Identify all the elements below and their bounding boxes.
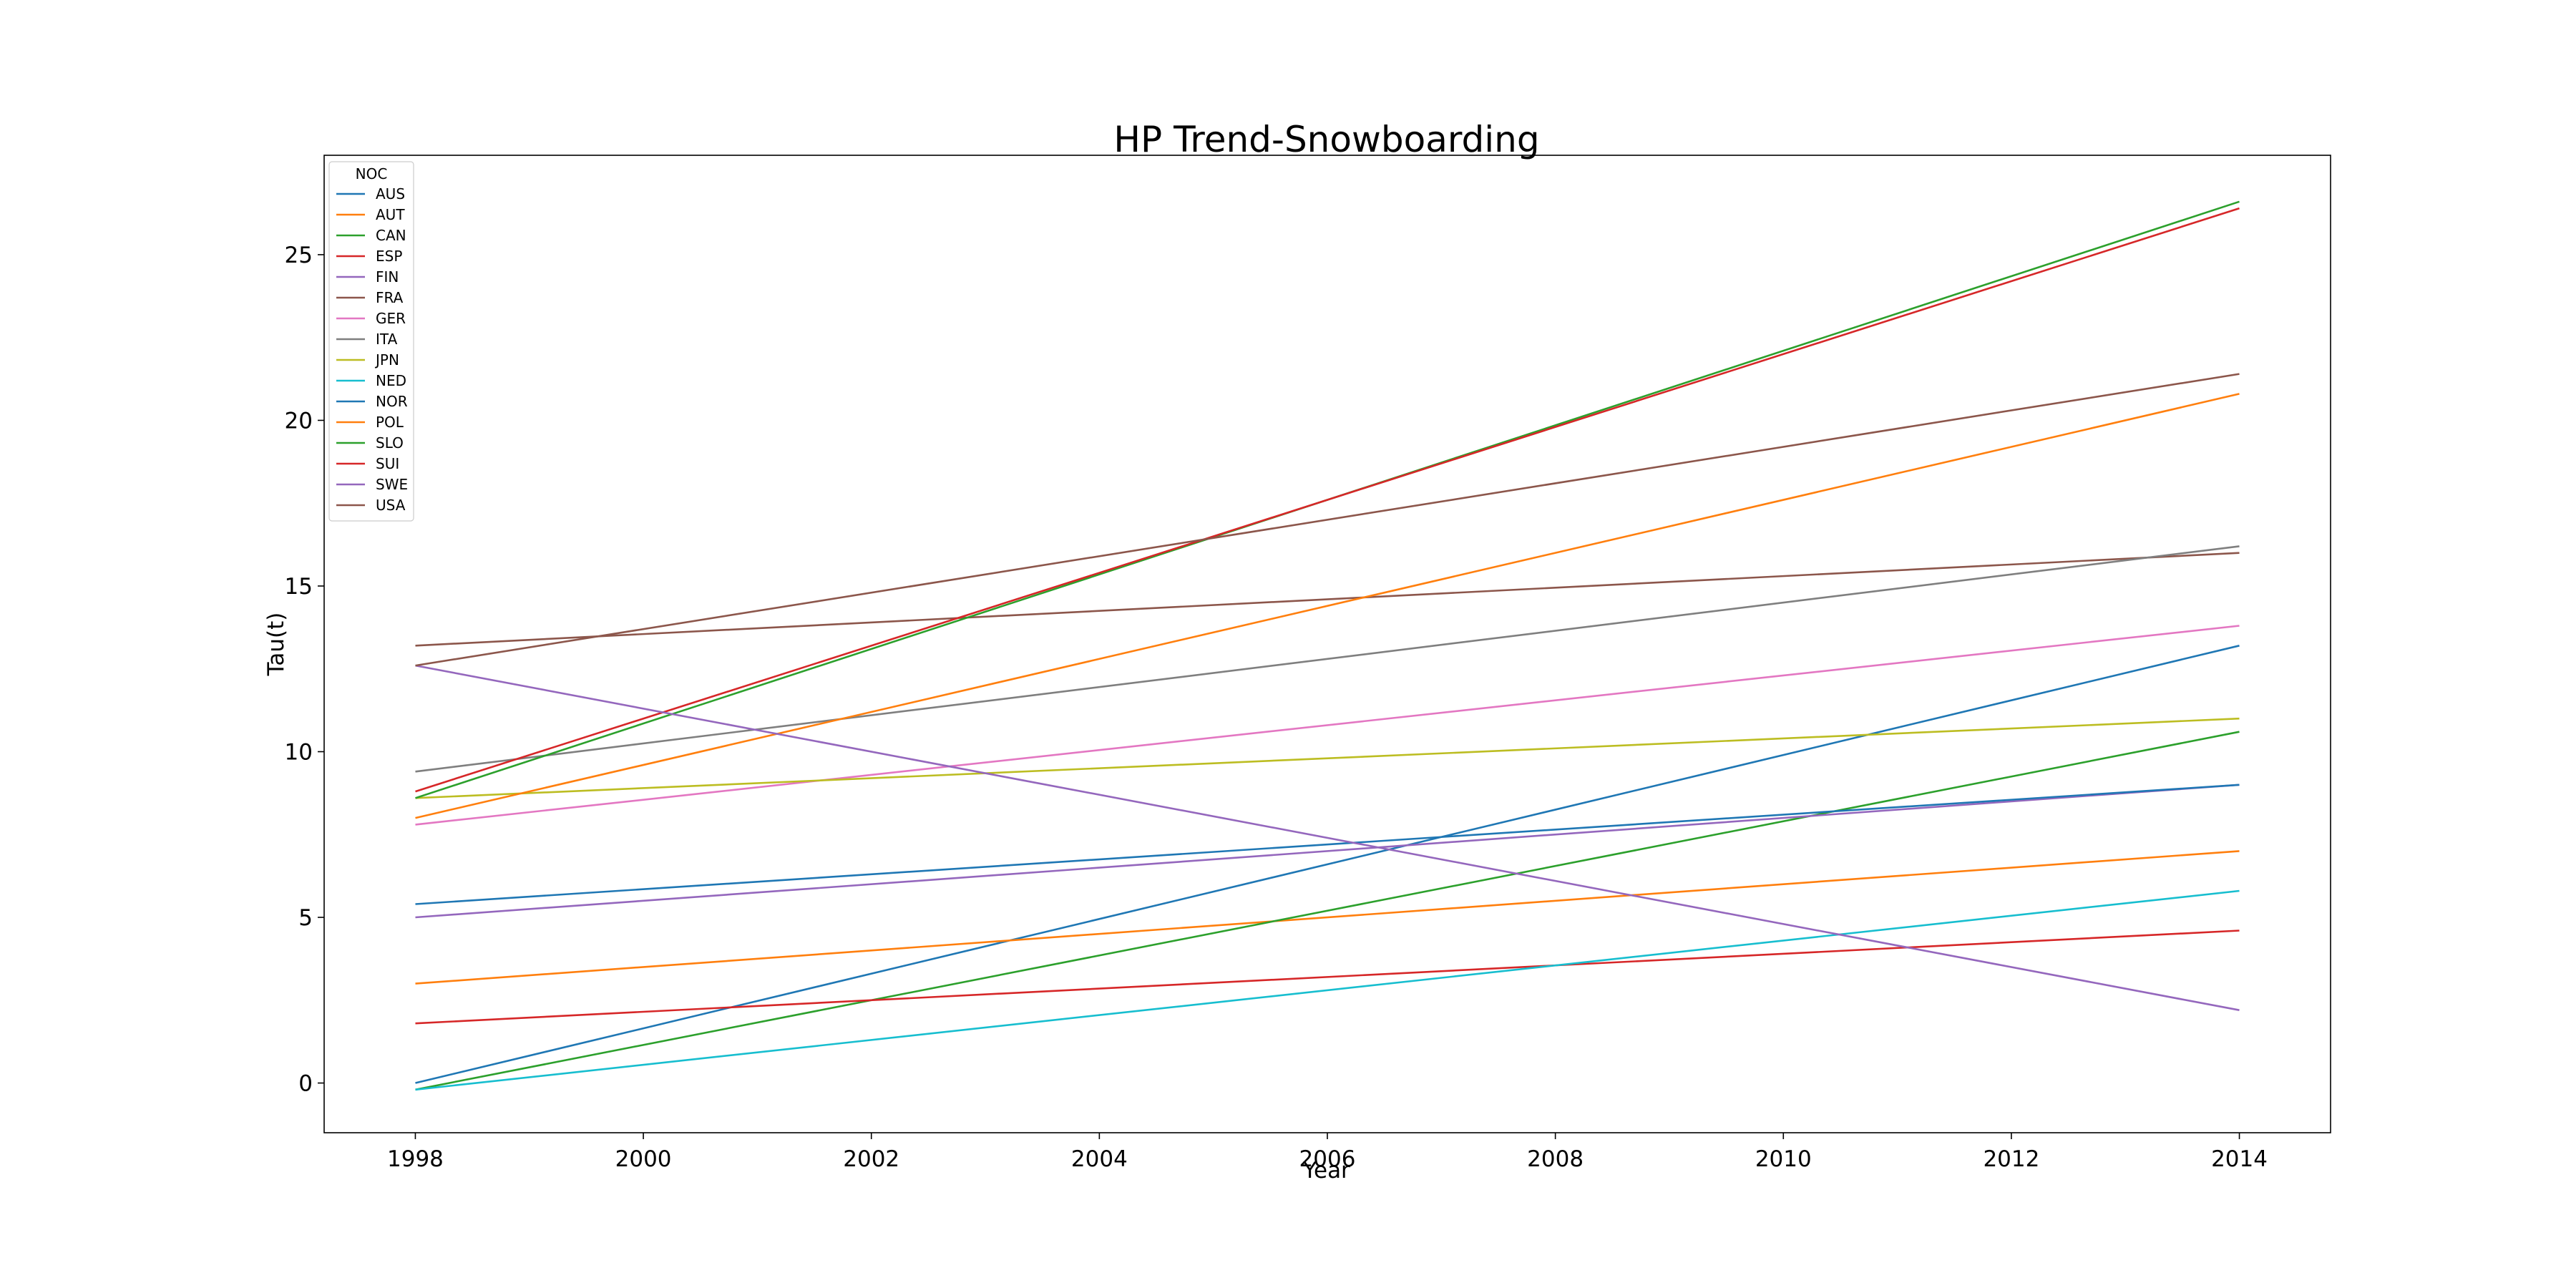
x-tick-label: 2008 xyxy=(1527,1146,1584,1172)
y-axis-label: Tau(t) xyxy=(263,613,289,677)
x-tick-label: 2006 xyxy=(1299,1146,1356,1172)
series-line-usa xyxy=(415,373,2240,667)
legend-label-aut: AUT xyxy=(376,206,405,223)
series-line-fin xyxy=(415,784,2240,919)
legend: NOC AUS AUT CAN ESP FIN FRA GER ITA JPN NED NOR POL… xyxy=(328,161,414,522)
legend-label-slo: SLO xyxy=(376,434,404,452)
series-line-nor xyxy=(415,784,2240,905)
y-tick-label: 5 xyxy=(298,905,313,931)
legend-label-esp: ESP xyxy=(376,248,402,265)
series-line-sui xyxy=(415,207,2240,793)
legend-label-aus: AUS xyxy=(376,185,405,203)
y-tick-label: 20 xyxy=(285,408,313,434)
chart-title: HP Trend-Snowboarding xyxy=(1113,119,1539,160)
plot-frame xyxy=(323,155,2331,1133)
series-line-ned xyxy=(415,889,2240,1091)
y-tick-label: 15 xyxy=(285,574,313,600)
y-axis: 0 5 10 15 20 25 xyxy=(285,243,324,1097)
legend-label-swe: SWE xyxy=(376,476,408,493)
y-tick-label: 10 xyxy=(285,739,313,765)
x-axis: 1998 2000 2002 2004 2006 2008 2010 2012 2014 xyxy=(387,1133,2268,1172)
legend-label-ned: NED xyxy=(376,372,406,389)
x-tick-label: 1998 xyxy=(387,1146,444,1172)
legend-label-sui: SUI xyxy=(376,455,399,472)
legend-label-pol: POL xyxy=(376,414,404,431)
x-tick-label: 2012 xyxy=(1983,1146,2039,1172)
legend-label-ger: GER xyxy=(376,310,406,327)
legend-label-usa: USA xyxy=(376,497,406,514)
y-tick-label: 0 xyxy=(298,1071,313,1097)
series-line-pol xyxy=(415,393,2240,819)
legend-entries: AUS AUT CAN ESP FIN FRA GER ITA JPN NED NOR POL SLO S… xyxy=(336,185,408,514)
legend-label-can: CAN xyxy=(376,227,406,244)
series-line-aus xyxy=(415,645,2240,1084)
series-line-jpn xyxy=(415,717,2240,799)
x-tick-label: 2010 xyxy=(1755,1146,1812,1172)
legend-frame xyxy=(328,161,414,522)
series-layer xyxy=(415,200,2240,1091)
x-tick-label: 2000 xyxy=(615,1146,672,1172)
series-line-ita xyxy=(415,545,2240,773)
series-line-can xyxy=(415,731,2240,1091)
x-tick-label: 2002 xyxy=(843,1146,899,1172)
series-line-ger xyxy=(415,625,2240,826)
x-tick-label: 2014 xyxy=(2211,1146,2268,1172)
series-line-swe xyxy=(415,664,2240,1011)
legend-label-ita: ITA xyxy=(376,331,398,348)
series-line-esp xyxy=(415,930,2240,1025)
series-line-fra xyxy=(415,552,2240,647)
legend-label-fra: FRA xyxy=(376,289,404,306)
legend-title: NOC xyxy=(356,165,388,182)
y-tick-label: 25 xyxy=(285,243,313,268)
legend-label-nor: NOR xyxy=(376,393,408,410)
legend-label-jpn: JPN xyxy=(374,351,399,369)
x-axis-label: Year xyxy=(1302,1158,1350,1184)
series-line-aut xyxy=(415,850,2240,985)
legend-label-fin: FIN xyxy=(376,268,399,286)
x-tick-label: 2004 xyxy=(1071,1146,1128,1172)
